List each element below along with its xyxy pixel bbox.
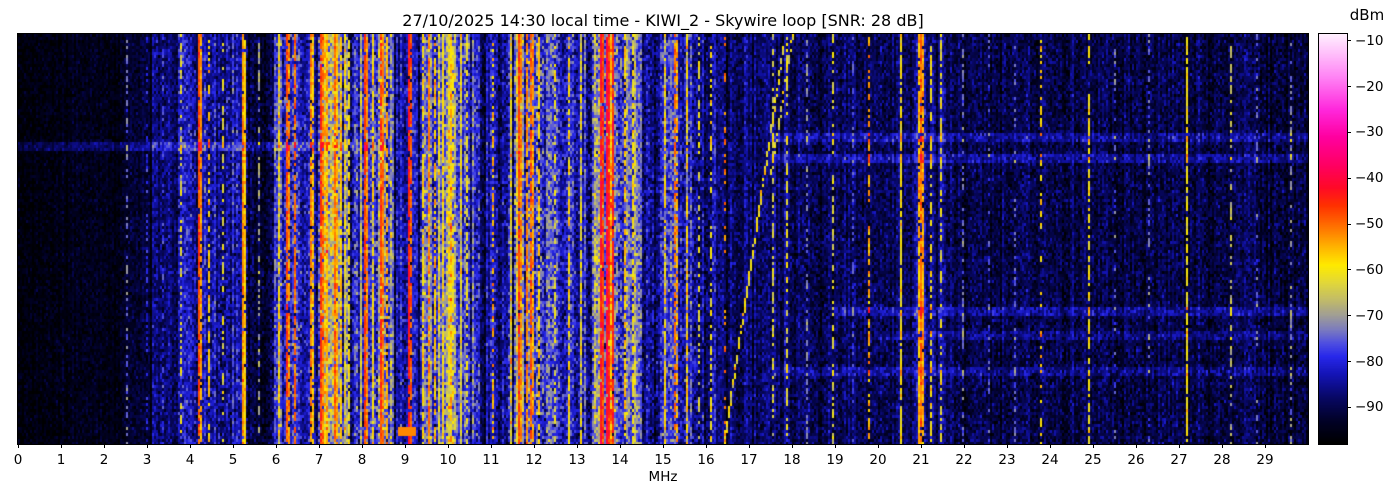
colorbar-tick-label: −70	[1355, 307, 1384, 324]
colorbar-tick	[1347, 269, 1351, 271]
x-tick-label: 27	[1170, 452, 1188, 468]
colorbar-tick	[1347, 361, 1351, 363]
colorbar-tick	[1347, 223, 1351, 225]
x-tick-label: 7	[314, 452, 324, 468]
x-tick-label: 24	[1041, 452, 1059, 468]
colorbar-tick	[1347, 406, 1351, 408]
x-axis-label: MHz	[648, 469, 678, 485]
x-tick-label: 16	[697, 452, 715, 468]
colorbar-tick-label: −10	[1355, 32, 1384, 49]
x-tick-label: 26	[1127, 452, 1145, 468]
x-tick-label: 15	[654, 452, 672, 468]
plot-frame	[17, 33, 1309, 445]
plot-title: 27/10/2025 14:30 local time - KIWI_2 - S…	[402, 11, 924, 30]
colorbar-tick	[1347, 40, 1351, 42]
x-tick-label: 8	[357, 452, 367, 468]
x-tick-label: 25	[1084, 452, 1102, 468]
waterfall-canvas	[18, 34, 1308, 444]
colorbar-tick	[1347, 177, 1351, 179]
x-tick-label: 14	[611, 452, 629, 468]
colorbar-tick	[1347, 86, 1351, 88]
colorbar-tick	[1347, 131, 1351, 133]
colorbar-title: dBm	[1349, 6, 1385, 24]
x-tick-label: 29	[1256, 452, 1274, 468]
x-tick-label: 6	[271, 452, 281, 468]
colorbar	[1318, 33, 1348, 445]
x-tick-label: 4	[185, 452, 195, 468]
colorbar-canvas	[1319, 34, 1347, 444]
x-tick-label: 1	[56, 452, 66, 468]
x-tick-label: 21	[912, 452, 930, 468]
x-tick-label: 11	[482, 452, 500, 468]
colorbar-tick-label: −40	[1355, 170, 1384, 187]
x-tick-label: 3	[142, 452, 152, 468]
colorbar-tick-label: −60	[1355, 261, 1384, 278]
colorbar-tick-label: −20	[1355, 78, 1384, 95]
x-tick-label: 17	[740, 452, 758, 468]
x-tick-label: 23	[998, 452, 1016, 468]
x-tick-label: 28	[1213, 452, 1231, 468]
x-tick-label: 13	[568, 452, 586, 468]
colorbar-tick-label: −50	[1355, 216, 1384, 233]
x-tick-label: 18	[783, 452, 801, 468]
colorbar-tick-label: −80	[1355, 353, 1384, 370]
x-tick-label: 19	[826, 452, 844, 468]
x-tick-label: 20	[869, 452, 887, 468]
colorbar-tick-label: −30	[1355, 124, 1384, 141]
x-tick-label: 2	[99, 452, 109, 468]
x-tick-label: 10	[439, 452, 457, 468]
x-tick-label: 5	[228, 452, 238, 468]
x-tick-label: 12	[525, 452, 543, 468]
x-tick-label: 22	[955, 452, 973, 468]
colorbar-tick	[1347, 315, 1351, 317]
colorbar-tick-label: −90	[1355, 399, 1384, 416]
x-tick-label: 0	[13, 452, 23, 468]
x-tick-label: 9	[400, 452, 410, 468]
